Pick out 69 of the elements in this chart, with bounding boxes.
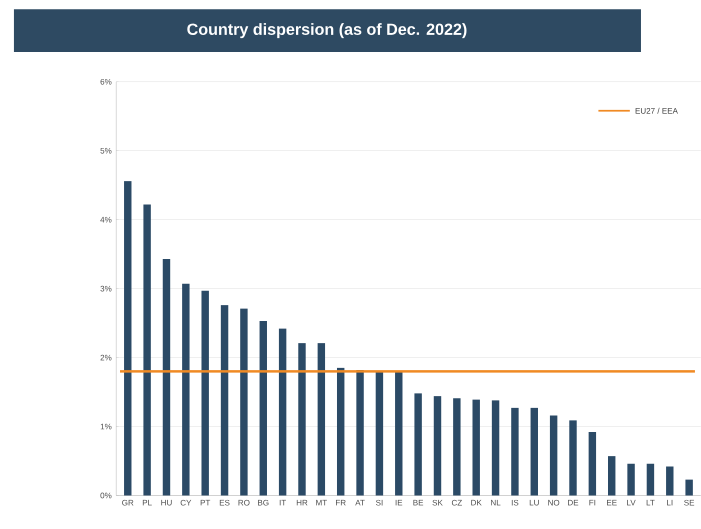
bar xyxy=(627,464,635,496)
bar xyxy=(336,368,344,496)
x-tick-label: LT xyxy=(646,500,655,506)
y-tick-label: 5% xyxy=(100,148,112,154)
y-tick-label: 3% xyxy=(100,286,112,292)
x-tick-label: NO xyxy=(548,500,560,506)
x-tick-label: GR xyxy=(122,500,134,506)
x-tick-label: PT xyxy=(200,500,210,506)
bar xyxy=(492,400,500,496)
bar xyxy=(143,204,151,496)
bar xyxy=(356,370,364,496)
bar xyxy=(298,343,306,496)
bar xyxy=(453,398,461,496)
bar xyxy=(182,284,190,496)
x-tick-label: NL xyxy=(491,500,500,506)
bar xyxy=(569,420,577,496)
x-tick-label: MT xyxy=(316,500,327,506)
bar xyxy=(530,408,538,496)
y-tick-label: 0% xyxy=(100,492,112,499)
x-tick-label: DE xyxy=(568,500,578,506)
x-tick-label: LI xyxy=(667,500,672,506)
x-tick-label: RO xyxy=(238,500,250,506)
legend-label: EU27 / EEA xyxy=(636,108,678,114)
x-tick-label: IS xyxy=(512,500,518,506)
x-tick-label: PL xyxy=(142,500,152,506)
x-tick-label: IE xyxy=(396,500,402,506)
x-tick-label: HU xyxy=(161,500,172,506)
bar xyxy=(260,321,267,496)
y-tick-label: 4% xyxy=(100,217,112,223)
bar xyxy=(201,290,209,496)
x-tick-label: LV xyxy=(627,500,636,506)
x-tick-label: BG xyxy=(258,500,268,506)
bar xyxy=(666,466,674,496)
x-tick-label: SE xyxy=(684,500,694,506)
bar xyxy=(588,432,596,496)
bar xyxy=(608,456,616,496)
x-tick-label: IT xyxy=(280,500,286,506)
x-tick-label: FR xyxy=(336,500,346,506)
x-tick-label: FI xyxy=(589,500,596,506)
x-tick-label: BE xyxy=(413,500,424,506)
x-tick-label: DK xyxy=(471,500,482,506)
bar xyxy=(278,328,286,496)
bar xyxy=(162,259,170,496)
bar xyxy=(511,408,519,496)
bar xyxy=(240,308,248,496)
x-tick-label: SK xyxy=(432,500,443,506)
y-tick-label: 6% xyxy=(100,79,112,85)
x-tick-label: CZ xyxy=(452,500,462,506)
x-tick-label: EE xyxy=(607,500,617,506)
y-tick-label: 1% xyxy=(100,424,112,430)
bar xyxy=(318,343,326,496)
bar xyxy=(646,464,654,496)
bar xyxy=(220,305,228,496)
bar xyxy=(472,400,480,496)
bar xyxy=(124,181,132,496)
bar xyxy=(376,372,384,496)
x-tick-label: HR xyxy=(296,500,308,506)
x-tick-label: CY xyxy=(180,500,192,506)
bar xyxy=(395,372,402,496)
x-tick-label: SI xyxy=(376,500,382,506)
chart-title: Country dispersion (as of Dec. 2022) xyxy=(187,23,466,38)
bar xyxy=(550,416,558,496)
bar xyxy=(434,396,442,496)
y-tick-label: 2% xyxy=(100,354,112,361)
x-tick-label: LU xyxy=(530,500,539,506)
bar xyxy=(414,394,422,496)
x-tick-label: ES xyxy=(220,500,230,506)
bar xyxy=(685,480,693,496)
x-tick-label: AT xyxy=(355,500,365,506)
